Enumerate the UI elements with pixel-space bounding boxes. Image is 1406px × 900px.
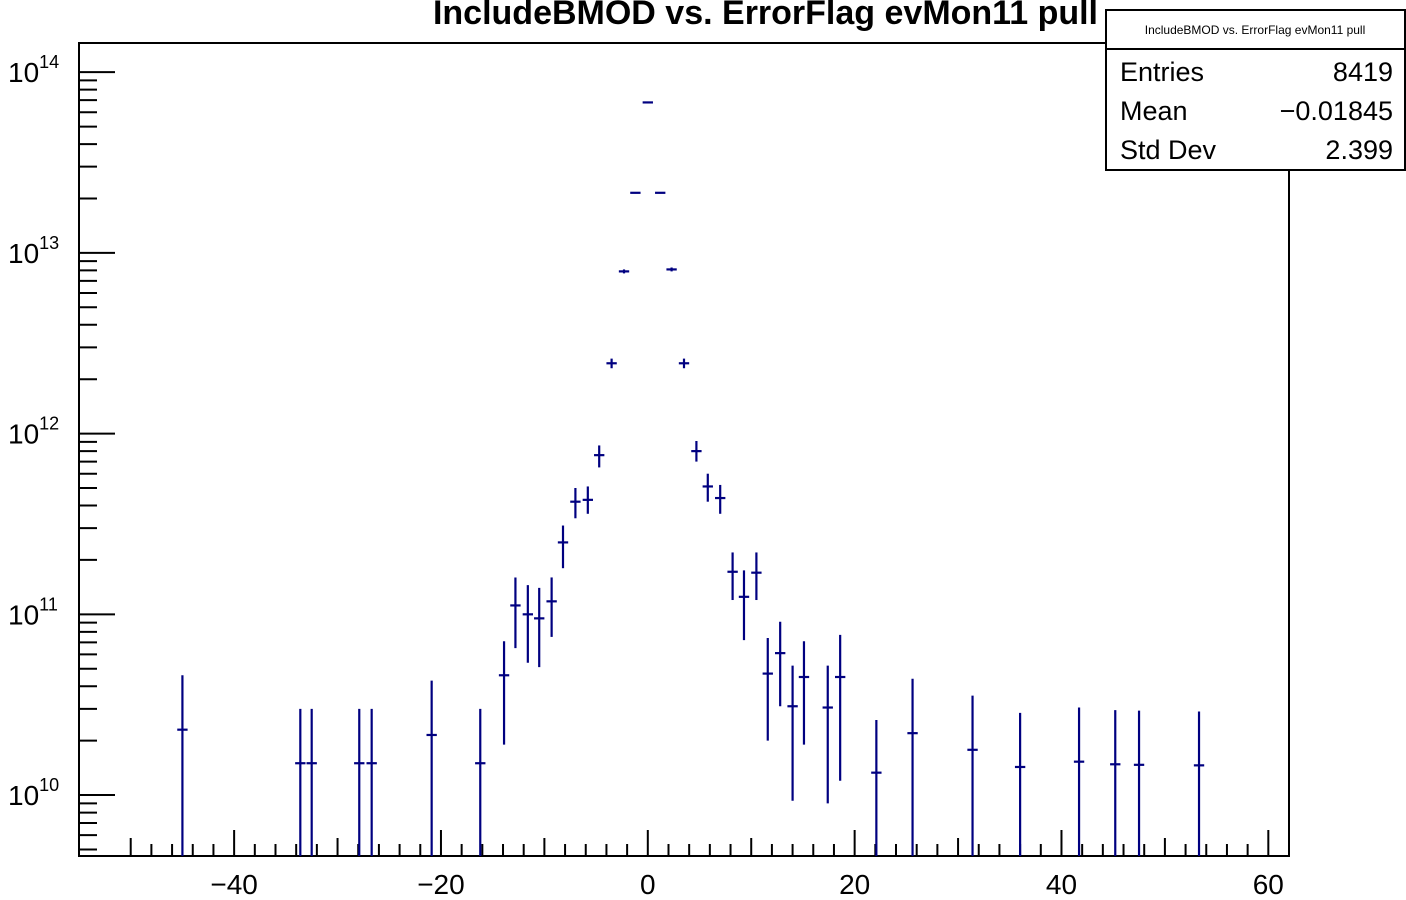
x-tick-label: 40: [1046, 869, 1077, 900]
x-axis: −40 −20 0 20 40 60: [129, 830, 1284, 900]
x-tick-label: 60: [1253, 869, 1284, 900]
data-point: [366, 708, 377, 856]
stats-mean-value: −0.01845: [1280, 96, 1393, 126]
data-point: [666, 267, 677, 272]
data-point: [177, 675, 188, 856]
data-point: [775, 621, 786, 707]
data-point: [702, 473, 713, 502]
data-point: [630, 191, 641, 194]
data-point: [618, 269, 630, 274]
data-point: [582, 486, 593, 514]
data-point: [655, 191, 666, 194]
data-point: [570, 488, 581, 519]
data-point: [871, 720, 882, 856]
data-point: [426, 680, 437, 856]
stats-mean-label: Mean: [1120, 96, 1188, 126]
data-point: [510, 577, 521, 649]
data-point: [678, 358, 690, 369]
data-point: [498, 641, 510, 745]
data-point: [1110, 710, 1121, 856]
data-point: [1133, 710, 1145, 856]
data-point: [787, 665, 798, 801]
data-point: [762, 637, 773, 741]
y-tick-label: 1013: [8, 233, 59, 269]
data-point: [751, 552, 762, 601]
data-point: [798, 641, 810, 745]
data-point: [306, 708, 317, 856]
stats-box: IncludeBMOD vs. ErrorFlag evMon11 pull E…: [1105, 9, 1406, 171]
y-axis: 1010 1011 1012 1013 1014: [8, 52, 115, 851]
stats-box-frame: [1105, 9, 1406, 171]
data-point: [606, 358, 617, 369]
plot-frame: [78, 42, 1290, 857]
y-tick-label: 1010: [8, 775, 59, 811]
data-point: [691, 441, 702, 462]
chart-title: IncludeBMOD vs. ErrorFlag evMon11 pull: [433, 0, 1098, 32]
x-tick-label: −20: [417, 869, 465, 900]
stats-entries-label: Entries: [1120, 57, 1204, 87]
y-tick-label: 1012: [8, 414, 59, 450]
data-point: [475, 708, 486, 856]
data-point: [967, 695, 978, 856]
data-point: [1014, 712, 1026, 856]
data-point: [822, 665, 833, 804]
stats-box-header: IncludeBMOD vs. ErrorFlag evMon11 pull: [1145, 23, 1366, 37]
data-series: [177, 101, 1205, 856]
data-point: [1073, 707, 1085, 856]
data-point: [546, 577, 557, 637]
data-point: [522, 585, 534, 663]
data-point: [1193, 711, 1205, 856]
x-tick-label: −40: [210, 869, 258, 900]
stats-stddev-label: Std Dev: [1120, 135, 1217, 165]
data-point: [727, 552, 738, 601]
y-tick-label: 1011: [8, 594, 58, 630]
data-point: [295, 708, 306, 856]
data-point: [534, 587, 545, 668]
data-point: [594, 445, 605, 468]
data-point: [715, 484, 726, 514]
data-point: [834, 634, 846, 781]
x-tick-label: 0: [640, 869, 656, 900]
data-point: [354, 708, 365, 856]
stats-stddev-value: 2.399: [1325, 135, 1393, 165]
data-point: [738, 570, 750, 641]
y-tick-label: 1014: [8, 52, 59, 88]
x-tick-label: 20: [839, 869, 870, 900]
stats-entries-value: 8419: [1333, 57, 1393, 87]
data-point: [557, 525, 569, 569]
data-point: [907, 678, 918, 856]
